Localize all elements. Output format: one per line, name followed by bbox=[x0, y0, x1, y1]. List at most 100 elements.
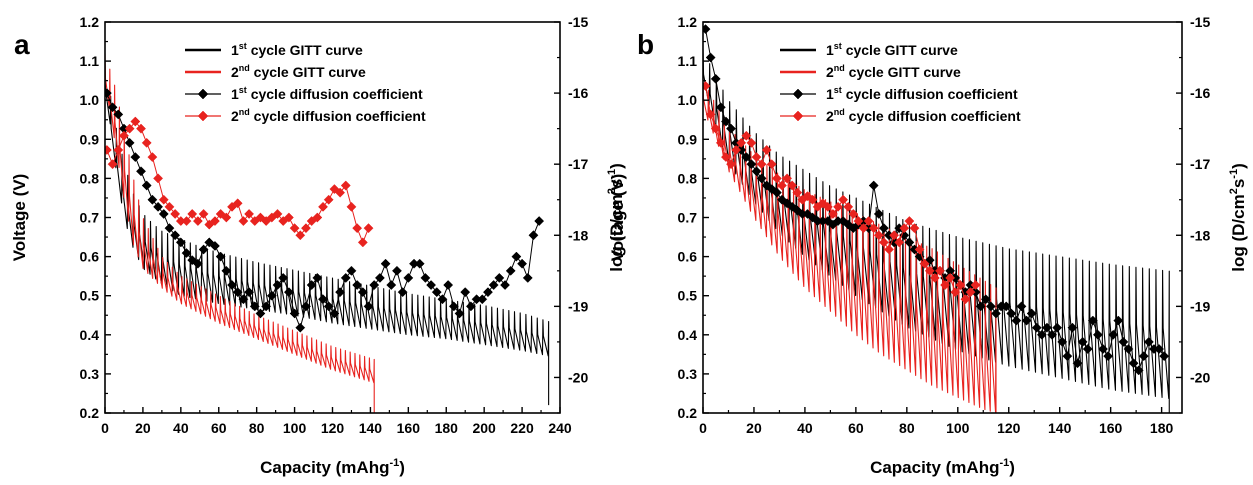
data-point bbox=[751, 166, 762, 177]
legend-item: 2nd cycle diffusion coefficient bbox=[780, 107, 1021, 124]
data-point bbox=[346, 265, 357, 276]
y2-tick-label: -18 bbox=[1190, 227, 1210, 243]
y2-tick-label: -19 bbox=[568, 298, 588, 314]
data-point bbox=[301, 223, 311, 234]
data-point bbox=[227, 280, 237, 290]
data-point bbox=[323, 301, 334, 312]
y2-tick-label: -20 bbox=[568, 369, 588, 385]
data-point bbox=[130, 116, 141, 127]
data-point bbox=[221, 265, 232, 276]
data-point bbox=[192, 216, 203, 227]
data-point bbox=[124, 137, 135, 148]
data-point bbox=[833, 201, 843, 212]
legend-item: 2nd cycle diffusion coefficient bbox=[185, 107, 426, 124]
data-point bbox=[715, 102, 726, 113]
data-point bbox=[1072, 358, 1083, 369]
data-point bbox=[147, 194, 158, 205]
y-tick-label: 0.8 bbox=[678, 170, 698, 186]
data-point bbox=[1006, 308, 1017, 319]
data-point bbox=[777, 180, 787, 191]
legend-item: 2nd cycle GITT curve bbox=[780, 63, 961, 80]
data-point bbox=[766, 184, 777, 195]
data-point bbox=[511, 251, 522, 262]
data-point bbox=[363, 301, 374, 312]
data-point bbox=[192, 258, 203, 269]
data-point bbox=[1123, 344, 1134, 354]
data-point bbox=[868, 223, 879, 234]
data-point bbox=[181, 248, 192, 258]
data-point bbox=[454, 308, 465, 319]
data-point bbox=[1001, 301, 1012, 312]
data-point bbox=[1082, 344, 1093, 354]
data-point bbox=[782, 198, 793, 209]
data-point bbox=[1087, 315, 1098, 326]
data-point bbox=[437, 294, 448, 305]
data-point bbox=[1057, 336, 1068, 347]
series-3 bbox=[105, 88, 545, 333]
legend-item: 1st cycle GITT curve bbox=[185, 41, 363, 58]
data-point bbox=[164, 223, 175, 234]
data-point bbox=[1031, 322, 1042, 333]
data-point bbox=[244, 208, 255, 219]
panel-letter: b bbox=[637, 29, 654, 60]
plot-area bbox=[105, 53, 550, 413]
data-point bbox=[528, 230, 539, 241]
data-point bbox=[703, 81, 711, 91]
data-point bbox=[1062, 351, 1073, 362]
plot-area bbox=[703, 24, 1170, 413]
data-point bbox=[822, 201, 833, 212]
data-point bbox=[181, 216, 192, 227]
data-point bbox=[113, 109, 124, 120]
y-tick-label: 0.2 bbox=[678, 405, 698, 421]
data-point bbox=[357, 237, 368, 248]
y-tick-label: 0.8 bbox=[80, 170, 100, 186]
data-point bbox=[980, 294, 991, 305]
y-tick-label: 0.3 bbox=[80, 366, 100, 382]
legend-item: 1st cycle GITT curve bbox=[780, 41, 958, 58]
data-point bbox=[505, 265, 516, 276]
data-point bbox=[1138, 351, 1149, 362]
data-point bbox=[1103, 351, 1114, 362]
x-tick-label: 240 bbox=[548, 420, 572, 436]
data-point bbox=[746, 159, 757, 170]
data-point bbox=[346, 201, 357, 212]
y-tick-label: 1.1 bbox=[678, 53, 698, 69]
data-point bbox=[261, 301, 272, 312]
data-point bbox=[1077, 336, 1088, 347]
data-point bbox=[255, 308, 266, 319]
x-tick-label: 160 bbox=[397, 420, 421, 436]
data-point bbox=[488, 280, 499, 290]
data-point bbox=[787, 180, 798, 191]
data-point bbox=[318, 294, 328, 305]
data-point bbox=[1052, 322, 1063, 333]
panel-b: 0 20 40 60 80 100 120 140 160 180 0.2 0.3 0.4 0.5 0.6 0… bbox=[608, 14, 1248, 477]
x-tick-label: 180 bbox=[435, 420, 459, 436]
y-tick-label: 1.2 bbox=[678, 14, 698, 30]
x-tick-label: 180 bbox=[1150, 420, 1174, 436]
data-point bbox=[1026, 308, 1037, 319]
data-point bbox=[283, 212, 294, 223]
data-point bbox=[431, 287, 442, 298]
data-point bbox=[1016, 301, 1027, 312]
data-point bbox=[899, 223, 910, 234]
data-point bbox=[858, 223, 869, 234]
data-point bbox=[335, 287, 346, 298]
data-point bbox=[950, 287, 961, 298]
y-tick-label: 0.7 bbox=[678, 210, 698, 226]
legend-label: 1st cycle diffusion coefficient bbox=[231, 85, 423, 102]
data-point bbox=[107, 102, 118, 113]
data-point bbox=[363, 223, 374, 234]
data-point bbox=[705, 52, 716, 63]
data-point bbox=[899, 230, 910, 241]
data-point bbox=[940, 280, 951, 290]
data-point bbox=[318, 201, 328, 212]
data-point bbox=[919, 258, 930, 269]
data-point bbox=[720, 152, 731, 163]
series-4 bbox=[703, 81, 981, 305]
data-point bbox=[705, 109, 716, 120]
x-tick-label: 140 bbox=[359, 420, 383, 436]
data-point bbox=[715, 137, 726, 148]
y2-tick-label: -15 bbox=[568, 14, 588, 30]
data-point bbox=[894, 237, 905, 248]
y-tick-label: 0.9 bbox=[80, 131, 100, 147]
